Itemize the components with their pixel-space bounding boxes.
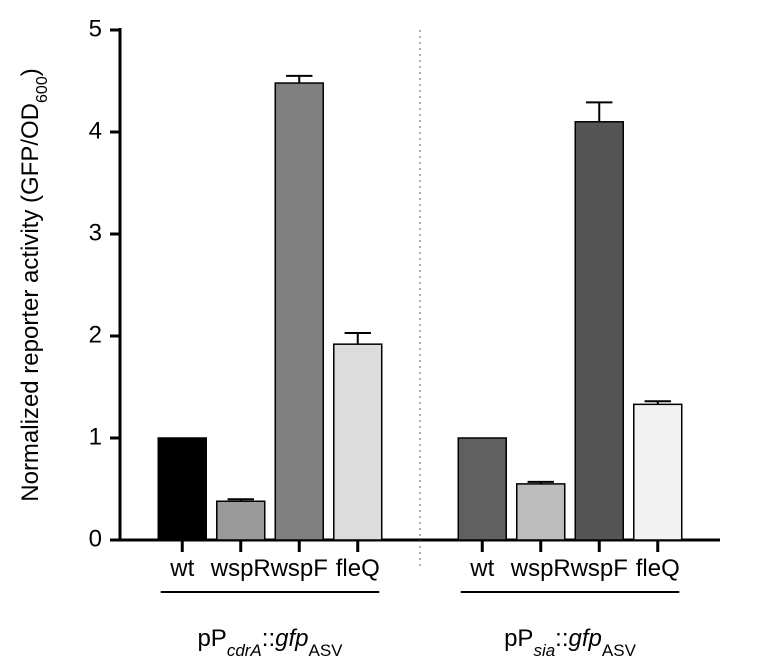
- bar-0-1: [217, 501, 265, 540]
- svg-text:4: 4: [89, 117, 102, 144]
- svg-text:wt: wt: [169, 555, 194, 582]
- svg-text:wt: wt: [469, 555, 494, 582]
- bar-1-3: [634, 404, 682, 540]
- bar-0-2: [275, 83, 323, 540]
- svg-text:wspR: wspR: [210, 555, 271, 582]
- svg-text:3: 3: [89, 219, 102, 246]
- bar-0-0: [158, 438, 206, 540]
- svg-text:wspF: wspF: [270, 555, 328, 582]
- bar-1-1: [517, 484, 565, 540]
- svg-text:2: 2: [89, 321, 102, 348]
- svg-text:0: 0: [89, 525, 102, 552]
- svg-text:wspF: wspF: [570, 555, 628, 582]
- bar-chart: 012345Normalized reporter activity (GFP/…: [0, 0, 775, 668]
- bar-1-2: [575, 122, 623, 540]
- svg-text:1: 1: [89, 423, 102, 450]
- svg-text:wspR: wspR: [510, 555, 571, 582]
- bar-0-3: [334, 344, 382, 540]
- chart-container: 012345Normalized reporter activity (GFP/…: [0, 0, 775, 668]
- svg-text:fleQ: fleQ: [636, 555, 680, 582]
- svg-text:5: 5: [89, 15, 102, 42]
- bar-1-0: [458, 438, 506, 540]
- svg-text:fleQ: fleQ: [336, 555, 380, 582]
